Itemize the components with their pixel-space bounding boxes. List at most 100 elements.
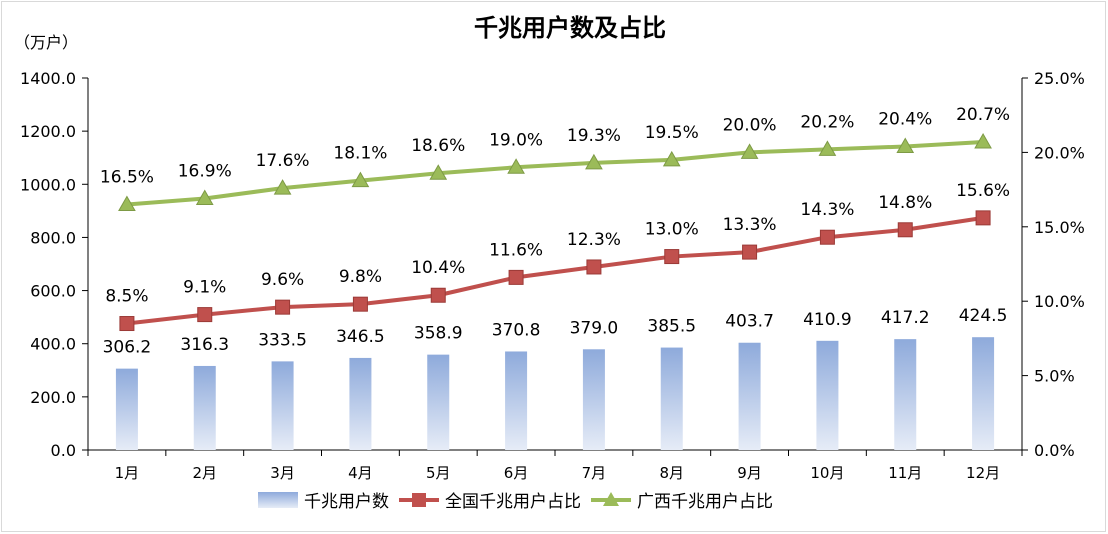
- line-data-label: 11.6%: [489, 240, 543, 260]
- triangle-marker: [662, 150, 681, 167]
- line-data-label: 18.1%: [333, 144, 387, 164]
- y-left-tick-label: 1200.0: [20, 122, 76, 141]
- y-left-tick-label: 1400.0: [20, 69, 76, 88]
- line-data-label: 20.4%: [878, 109, 932, 129]
- square-marker: [664, 249, 680, 265]
- bar-data-label: 385.5: [647, 317, 696, 337]
- triangle-marker: [585, 153, 603, 170]
- line-data-label: 8.5%: [105, 287, 148, 307]
- bar-data-label: 316.3: [180, 335, 229, 355]
- y-right-tick-label: 25.0%: [1034, 69, 1085, 88]
- y-left-tick-label: 1000.0: [20, 175, 76, 194]
- line-data-label: 19.0%: [489, 130, 543, 150]
- triangle-marker: [118, 195, 136, 211]
- bar: [193, 365, 216, 450]
- bar: [505, 351, 528, 450]
- y-left-tick-label: 400.0: [30, 335, 76, 354]
- line-data-label: 13.0%: [645, 220, 699, 240]
- bar: [816, 340, 839, 450]
- square-marker: [275, 299, 291, 315]
- bar-data-label: 410.9: [803, 310, 852, 330]
- x-tick-label: 6月: [504, 464, 529, 482]
- line-data-label: 20.7%: [956, 105, 1010, 125]
- x-tick-label: 3月: [270, 464, 295, 482]
- bar-data-label: 358.9: [414, 324, 463, 344]
- triangle-marker: [974, 132, 992, 149]
- square-marker: [586, 259, 602, 275]
- line-data-label: 19.3%: [567, 126, 621, 146]
- triangle-marker: [195, 189, 214, 206]
- legend-bar-swatch: [258, 492, 298, 508]
- y-left-tick-label: 200.0: [30, 388, 76, 407]
- y-right-tick-label: 20.0%: [1034, 143, 1085, 162]
- line-data-label: 9.6%: [261, 270, 304, 290]
- x-tick-label: 7月: [582, 464, 607, 482]
- bar-data-label: 333.5: [258, 330, 307, 350]
- square-marker: [819, 229, 835, 245]
- triangle-marker: [429, 164, 448, 180]
- square-marker: [119, 316, 135, 332]
- line-data-label: 14.8%: [878, 193, 932, 213]
- line-series: [118, 132, 992, 332]
- line-data-label: 10.4%: [411, 258, 465, 278]
- x-tick-label: 9月: [737, 464, 762, 482]
- triangle-marker: [896, 137, 915, 153]
- legend-label: 广西千兆用户占比: [637, 492, 773, 512]
- x-tick-label: 1月: [115, 464, 140, 482]
- y-left-tick-label: 600.0: [30, 282, 76, 301]
- series-line: [126, 139, 984, 207]
- x-tick-label: 8月: [659, 464, 684, 482]
- line-data-label: 15.6%: [956, 181, 1010, 201]
- line-data-label: 18.6%: [411, 136, 465, 156]
- line-data-label: 9.8%: [339, 267, 382, 287]
- chart-title: 千兆用户数及占比: [474, 14, 666, 42]
- line-data-label: 19.5%: [645, 123, 699, 143]
- triangle-marker: [507, 158, 525, 174]
- bar-data-label: 370.8: [492, 320, 541, 340]
- line-data-label: 14.3%: [800, 200, 854, 220]
- bar: [660, 347, 683, 450]
- legend-triangle-marker: [603, 492, 619, 506]
- y-left-tick-label: 800.0: [30, 228, 76, 247]
- bar: [427, 354, 450, 450]
- line-data-label: 12.3%: [567, 230, 621, 250]
- line-data-label: 16.5%: [100, 167, 154, 187]
- series-line: [126, 215, 984, 326]
- square-marker: [897, 222, 913, 238]
- x-tick-label: 5月: [426, 464, 451, 482]
- y-left-unit: （万户）: [14, 33, 78, 52]
- bar: [894, 339, 917, 450]
- x-tick-label: 2月: [192, 464, 217, 482]
- bar: [349, 357, 372, 450]
- square-marker: [430, 287, 446, 303]
- legend-square-marker: [412, 493, 426, 507]
- square-marker: [975, 210, 991, 226]
- legend-label: 全国千兆用户占比: [445, 492, 581, 512]
- bar-series: [115, 337, 995, 450]
- square-marker: [197, 307, 213, 323]
- bar: [271, 361, 294, 450]
- bar: [115, 368, 138, 450]
- triangle-marker: [351, 171, 370, 188]
- square-marker: [352, 296, 368, 312]
- line-data-label: 9.1%: [183, 278, 226, 298]
- bar-data-label: 379.0: [570, 318, 619, 338]
- square-marker: [508, 269, 524, 285]
- triangle-marker: [818, 140, 837, 156]
- y-right-tick-label: 5.0%: [1034, 367, 1075, 386]
- legend: 千兆用户数 全国千兆用户占比 广西千兆用户占比: [258, 492, 773, 512]
- bar: [582, 349, 605, 450]
- bar-data-label: 417.2: [881, 308, 930, 328]
- legend-label: 千兆用户数: [304, 492, 389, 512]
- bar: [738, 342, 761, 450]
- line-data-label: 13.3%: [723, 215, 777, 235]
- y-left-tick-label: 0.0: [51, 441, 76, 460]
- bar-data-label: 306.2: [103, 338, 152, 358]
- square-marker: [742, 244, 758, 260]
- bar-data-label: 346.5: [336, 327, 385, 347]
- line-data-label: 20.2%: [800, 112, 854, 132]
- y-right-tick-label: 15.0%: [1034, 218, 1085, 237]
- y-right-tick-label: 0.0%: [1034, 441, 1075, 460]
